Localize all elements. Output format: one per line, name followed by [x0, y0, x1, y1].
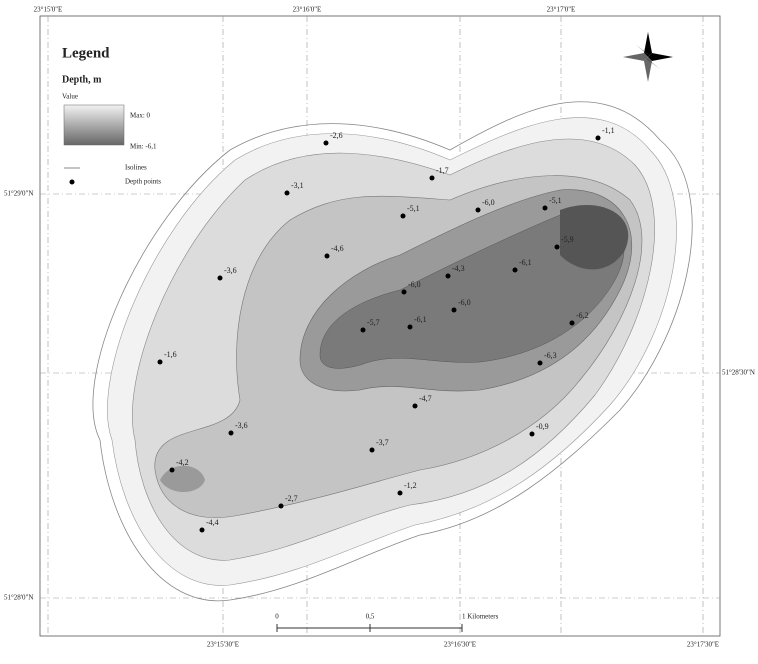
depth-point: [513, 268, 518, 273]
depth-point: [285, 191, 290, 196]
depth-label: -4,7: [419, 394, 432, 403]
depth-label: -6,0: [458, 298, 471, 307]
coord-label: 23°15'0"E: [34, 6, 63, 14]
depth-label: -6,2: [576, 311, 589, 320]
coord-label: 23°17'30"E: [687, 641, 719, 649]
depth-point: [218, 276, 223, 281]
depth-point: [543, 206, 548, 211]
legend-ramp: [64, 105, 124, 145]
depth-point: [402, 290, 407, 295]
coord-label: 51°29'0"N: [4, 190, 33, 198]
depth-label: -4,2: [176, 458, 189, 467]
depth-label: -4,3: [452, 264, 465, 273]
depth-label: -3,1: [291, 181, 304, 190]
scale-label: 0: [275, 613, 279, 621]
depth-point: [324, 141, 329, 146]
depth-point: [530, 432, 535, 437]
depth-point: [413, 404, 418, 409]
depth-point: [229, 431, 234, 436]
depth-label: -6,1: [519, 258, 532, 267]
legend-point-symbol: [70, 180, 75, 185]
legend-isolines: Isolines: [125, 164, 147, 172]
scale-label: 1 Kilometers: [462, 613, 499, 621]
coord-label: 51°28'30"N: [722, 369, 755, 377]
depth-label: -1,1: [602, 126, 615, 135]
depth-point: [408, 325, 413, 330]
coord-label: 23°17'0"E: [547, 6, 576, 14]
depth-label: -1,7: [436, 166, 449, 175]
depth-label: -3,7: [376, 438, 389, 447]
depth-label: -2,6: [330, 131, 343, 140]
depth-label: -6,0: [408, 280, 421, 289]
depth-label: -5,1: [549, 196, 562, 205]
depth-point: [200, 528, 205, 533]
depth-label: -5,1: [407, 204, 420, 213]
depth-label: -1,6: [164, 350, 177, 359]
depth-point: [398, 491, 403, 496]
depth-point: [361, 328, 366, 333]
depth-point: [452, 308, 457, 313]
depth-label: -5,7: [367, 318, 380, 327]
depth-point: [538, 361, 543, 366]
legend-subtitle: Depth, m: [62, 74, 102, 85]
depth-point: [401, 214, 406, 219]
map: -2,6 -1,1 -1,7 -3,1 -5,1 -5,1 -6,0 -4,6 -5,9 -3,6…: [0, 0, 758, 664]
depth-point: [170, 468, 175, 473]
depth-label: -2,7: [285, 494, 298, 503]
coord-label: 51°28'0"N: [4, 594, 33, 602]
depth-point: [476, 208, 481, 213]
depth-point: [430, 176, 435, 181]
depth-label: -4,6: [331, 244, 344, 253]
depth-point: [596, 136, 601, 141]
coord-label: 23°16'30"E: [444, 641, 476, 649]
coord-label: 23°16'0"E: [293, 6, 322, 14]
depth-point: [279, 504, 284, 509]
depth-label: -3,6: [224, 266, 237, 275]
depth-label: -1,2: [404, 481, 417, 490]
legend-min: Min: -6,1: [130, 143, 157, 151]
depth-label: -0,9: [536, 422, 549, 431]
legend-value-heading: Value: [62, 93, 78, 101]
legend-max: Max: 0: [130, 112, 151, 120]
depth-label: -6,0: [482, 198, 495, 207]
depth-label: -6,1: [414, 315, 427, 324]
depth-point: [325, 254, 330, 259]
coord-label: 23°15'30"E: [207, 641, 239, 649]
legend-points: Depth points: [125, 178, 161, 186]
depth-point: [570, 321, 575, 326]
depth-label: -4,4: [206, 518, 219, 527]
depth-point: [158, 360, 163, 365]
depth-point: [370, 448, 375, 453]
depth-label: -3,6: [235, 421, 248, 430]
depth-point: [446, 274, 451, 279]
scale-label: 0,5: [366, 613, 375, 621]
legend-title: Legend: [62, 45, 110, 61]
depth-label: -5,9: [561, 235, 574, 244]
depth-label: -6,3: [544, 351, 557, 360]
depth-point: [555, 245, 560, 250]
